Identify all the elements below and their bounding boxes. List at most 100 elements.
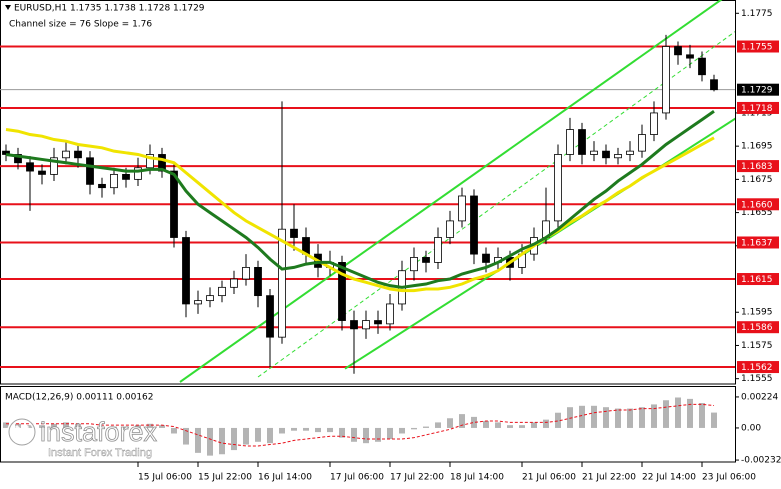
logo-mark (14, 424, 30, 440)
candle-body (266, 295, 274, 338)
macd-bar (651, 404, 657, 428)
macd-bar (555, 412, 561, 428)
level-label: 1.1562 (741, 363, 773, 373)
macd-bar (183, 427, 189, 445)
level-label: 1.1586 (741, 323, 773, 333)
level-label: 1.1683 (741, 162, 773, 172)
candle-body (710, 79, 718, 91)
x-tick-label: 15 Jul 06:00 (138, 473, 192, 483)
macd-bar (195, 427, 201, 453)
candle-body (170, 170, 178, 238)
candle-body (74, 150, 82, 159)
x-tick-label: 17 Jul 22:00 (390, 473, 444, 483)
macd-bar (243, 427, 249, 445)
macd-bar (51, 423, 57, 428)
y-tick-label: 1.1575 (741, 341, 773, 351)
channel-lower (344, 117, 735, 370)
macd-y-tick-label: 0.00224 (741, 392, 778, 402)
macd-bar (591, 405, 597, 428)
candle-body (410, 257, 418, 272)
candle-body (698, 57, 706, 76)
macd-bar (483, 421, 489, 428)
macd-bar (147, 423, 153, 428)
macd-bar (423, 426, 429, 428)
macd-bar (231, 427, 237, 451)
macd-bar (3, 422, 9, 428)
x-tick-label: 21 Jul 06:00 (522, 473, 576, 483)
macd-bar (399, 427, 405, 434)
macd-bar (315, 427, 321, 433)
level-label-box (737, 273, 779, 286)
candle-body (362, 320, 370, 330)
candle-body (122, 173, 130, 180)
candle-body (158, 154, 166, 172)
macd-bar (291, 427, 297, 431)
macd-bar (171, 427, 177, 434)
macd-bar (603, 407, 609, 428)
macd-frame (0, 386, 736, 463)
candle-body (566, 129, 574, 155)
macd-bar (27, 425, 33, 428)
macd-bar (687, 398, 693, 428)
watermark-tagline: Instant Forex Trading (48, 447, 152, 459)
candle-body (254, 266, 262, 297)
macd-bar (447, 418, 453, 428)
candle-body (626, 150, 634, 155)
moving-average (5, 128, 715, 293)
macd-bar (639, 407, 645, 428)
x-tick-label: 16 Jul 14:00 (258, 473, 312, 483)
moving-average (5, 110, 715, 289)
macd-bar (579, 405, 585, 428)
candle-body (554, 154, 562, 222)
macd-bar (507, 425, 513, 428)
candle-body (674, 46, 682, 56)
macd-bar (459, 414, 465, 428)
macd-bar (87, 426, 93, 428)
chart-title: EURUSD,H1 1.1735 1.1738 1.1728 1.1729 (14, 4, 205, 14)
candle-body (614, 154, 622, 159)
last-price-label: 1.1729 (741, 86, 773, 96)
macd-bar (279, 427, 285, 434)
candle-body (458, 195, 466, 222)
candle-body (14, 154, 22, 164)
macd-bar (627, 408, 633, 428)
x-tick-label: 22 Jul 14:00 (642, 473, 696, 483)
last-price-box (737, 83, 779, 96)
macd-bar (495, 422, 501, 428)
candle-body (338, 262, 346, 321)
macd-bar (711, 412, 717, 428)
logo-outline (8, 418, 36, 446)
candle-body (650, 112, 658, 135)
axes: 1.17751.17151.16951.16751.16551.16351.15… (137, 9, 781, 483)
candle-body (374, 320, 382, 325)
macd-bar (123, 426, 129, 428)
x-tick-label: 17 Jul 06:00 (330, 473, 384, 483)
candle-body (578, 129, 586, 155)
macd-bar (255, 427, 261, 442)
y-tick-label: 1.1555 (741, 374, 773, 384)
level-label-box (737, 40, 779, 53)
y-tick-label: 1.1655 (741, 208, 773, 218)
macd-bar (471, 416, 477, 428)
watermark: instaforex Instant Forex Trading (7, 417, 158, 459)
y-tick-label: 1.1695 (741, 142, 773, 152)
level-label: 1.1755 (741, 43, 773, 53)
candle-body (242, 266, 250, 280)
x-tick-label: 15 Jul 22:00 (198, 473, 252, 483)
candle-body (218, 286, 226, 297)
macd-bar (375, 427, 381, 442)
macd-bar (63, 422, 69, 428)
candle-body (38, 170, 46, 175)
macd-bar (615, 408, 621, 428)
macd-bar (327, 427, 333, 433)
level-label: 1.1637 (741, 238, 773, 248)
macd-bar (219, 427, 225, 455)
candle-body (206, 295, 214, 302)
chart-subtitle: Channel size = 76 Slope = 1.76 (9, 20, 152, 30)
candle-body (134, 167, 142, 180)
candle-body (26, 162, 34, 172)
macd-bar (351, 427, 357, 442)
main-frame (0, 0, 736, 385)
